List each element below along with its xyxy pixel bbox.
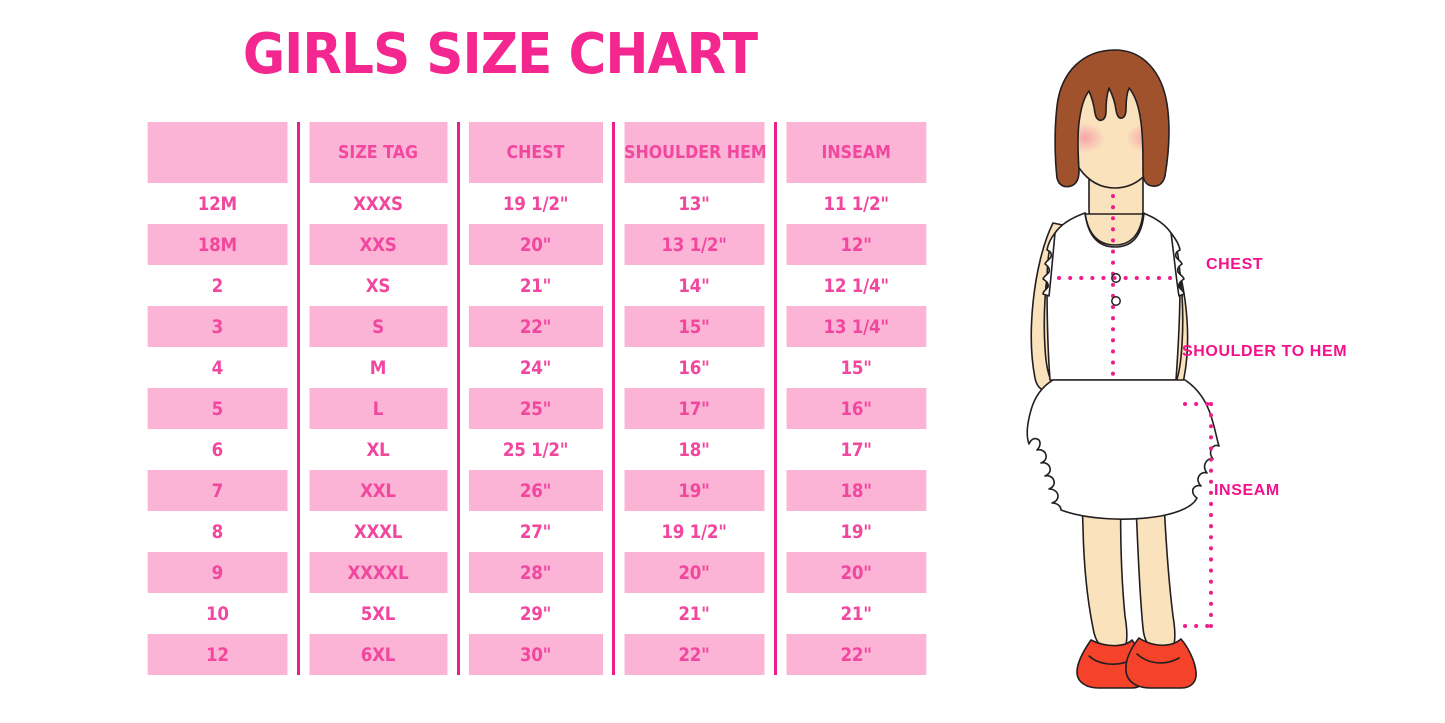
cell-shoulder-hem: 22": [621, 634, 766, 675]
cell-inseam: 17": [783, 429, 927, 470]
right-shoe-strap: [1136, 653, 1180, 664]
cell-size: 10: [147, 593, 289, 634]
cell-inseam: 15": [783, 347, 927, 388]
cell-inseam: 11 1/2": [783, 183, 927, 224]
size-chart-table: SIZE TAG CHEST SHOULDER HEM INSEAM 12M X…: [138, 122, 936, 675]
cell-size-tag: XXXL: [306, 511, 449, 552]
girl-figure-illustration: [985, 28, 1235, 693]
cell-inseam: 21": [783, 593, 927, 634]
cell-size: 12: [147, 634, 289, 675]
cell-inseam: 18": [783, 470, 927, 511]
table-row: 8 XXXL 27" 19 1/2" 19": [138, 511, 936, 552]
table-row: 18M XXS 20" 13 1/2" 12": [138, 224, 936, 265]
cell-inseam: 12 1/4": [783, 265, 927, 306]
cell-inseam: 16": [783, 388, 927, 429]
cell-inseam: 13 1/4": [783, 306, 927, 347]
cell-size: 3: [147, 306, 289, 347]
table-row: 12 6XL 30" 22" 22": [138, 634, 936, 675]
cell-size-tag: M: [306, 347, 449, 388]
cell-size-tag: L: [306, 388, 449, 429]
cell-inseam: 12": [783, 224, 927, 265]
cell-size: 2: [147, 265, 289, 306]
table-row: 2 XS 21" 14" 12 1/4": [138, 265, 936, 306]
cell-shoulder-hem: 16": [621, 347, 766, 388]
button-lower: [1111, 296, 1121, 306]
cell-size: 7: [147, 470, 289, 511]
column-header-size-tag: SIZE TAG: [306, 122, 449, 183]
cell-chest: 21": [465, 265, 604, 306]
cell-size-tag: XXS: [306, 224, 449, 265]
blouse-neckline: [1084, 212, 1145, 248]
cell-size: 12M: [147, 183, 289, 224]
table-row: 6 XL 25 1/2" 18" 17": [138, 429, 936, 470]
cell-shoulder-hem: 18": [621, 429, 766, 470]
table-row: 3 S 22" 15" 13 1/4": [138, 306, 936, 347]
cell-size-tag: 5XL: [306, 593, 449, 634]
cell-inseam: 22": [783, 634, 927, 675]
cell-size-tag: XL: [306, 429, 449, 470]
cell-size: 6: [147, 429, 289, 470]
right-shoulder-frill: [1170, 232, 1185, 297]
measurement-label-chest: CHEST: [1206, 256, 1264, 273]
cell-size-tag: S: [306, 306, 449, 347]
cell-size-tag: 6XL: [306, 634, 449, 675]
cell-chest: 19 1/2": [465, 183, 604, 224]
cell-chest: 25 1/2": [465, 429, 604, 470]
cell-size: 4: [147, 347, 289, 388]
table-row: 7 XXL 26" 19" 18": [138, 470, 936, 511]
cell-shoulder-hem: 20": [621, 552, 766, 593]
cell-chest: 22": [465, 306, 604, 347]
cell-chest: 25": [465, 388, 604, 429]
column-header-chest: CHEST: [465, 122, 604, 183]
table-row: 5 L 25" 17" 16": [138, 388, 936, 429]
cell-size-tag: XXL: [306, 470, 449, 511]
cell-size: 9: [147, 552, 289, 593]
table-row: 4 M 24" 16" 15": [138, 347, 936, 388]
bloomer-shape: [1026, 379, 1220, 520]
cell-chest: 29": [465, 593, 604, 634]
cell-chest: 26": [465, 470, 604, 511]
cell-size: 18M: [147, 224, 289, 265]
cell-chest: 28": [465, 552, 604, 593]
cell-size: 5: [147, 388, 289, 429]
cell-chest: 27": [465, 511, 604, 552]
cell-size: 8: [147, 511, 289, 552]
table-row: 12M XXXS 19 1/2" 13" 11 1/2": [138, 183, 936, 224]
column-header-inseam: INSEAM: [783, 122, 927, 183]
cell-shoulder-hem: 19": [621, 470, 766, 511]
hair-shape: [1054, 49, 1170, 188]
page-title: GIRLS SIZE CHART: [242, 22, 758, 87]
cell-inseam: 20": [783, 552, 927, 593]
cell-shoulder-hem: 13 1/2": [621, 224, 766, 265]
table-header-row: SIZE TAG CHEST SHOULDER HEM INSEAM: [138, 122, 936, 183]
table-row: 9 XXXXL 28" 20" 20": [138, 552, 936, 593]
cell-size-tag: XXXXL: [306, 552, 449, 593]
column-header-shoulder-hem: SHOULDER HEM: [621, 122, 767, 183]
cell-shoulder-hem: 19 1/2": [621, 511, 766, 552]
cell-chest: 24": [465, 347, 604, 388]
cell-size-tag: XXXS: [306, 183, 449, 224]
left-shoulder-frill: [1042, 232, 1056, 297]
cell-shoulder-hem: 13": [621, 183, 766, 224]
cell-shoulder-hem: 17": [621, 388, 766, 429]
cell-shoulder-hem: 15": [621, 306, 766, 347]
cell-inseam: 19": [783, 511, 927, 552]
cell-chest: 20": [465, 224, 604, 265]
cell-size-tag: XS: [306, 265, 449, 306]
cell-chest: 30": [465, 634, 604, 675]
cell-shoulder-hem: 21": [621, 593, 766, 634]
measurement-label-shoulder-to-hem: SHOULDER TO HEM: [1182, 343, 1348, 360]
button-upper: [1111, 273, 1121, 283]
column-header-size: [147, 122, 289, 183]
table-row: 10 5XL 29" 21" 21": [138, 593, 936, 634]
cell-shoulder-hem: 14": [621, 265, 766, 306]
measurement-label-inseam: INSEAM: [1214, 482, 1280, 499]
